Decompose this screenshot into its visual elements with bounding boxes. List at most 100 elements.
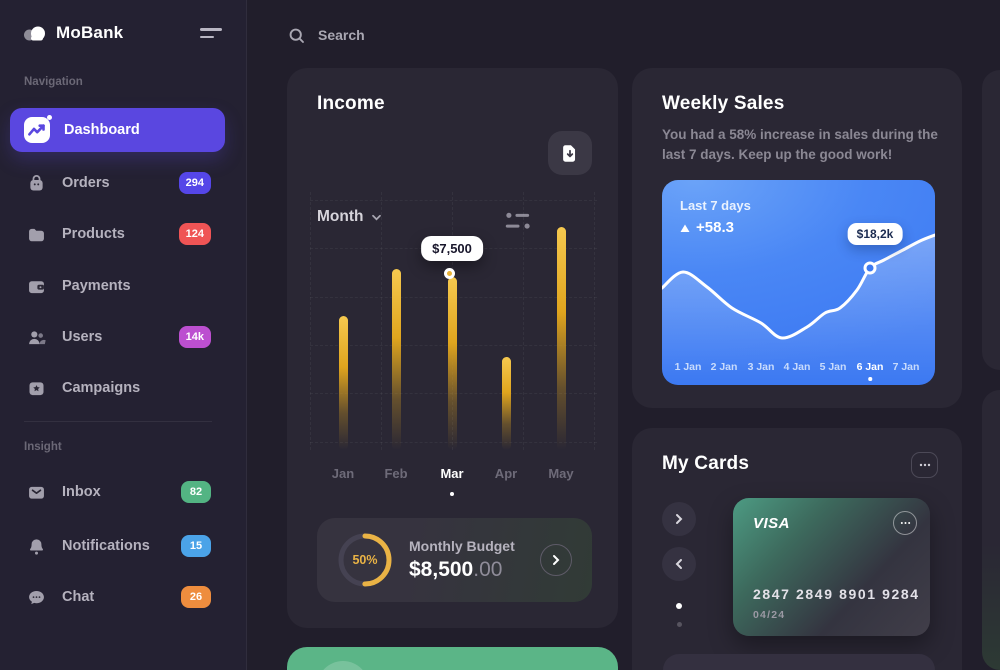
chevron-left-icon — [675, 559, 682, 569]
chart-options-icon[interactable] — [503, 210, 533, 232]
day-label-2-jan[interactable]: 2 Jan — [710, 361, 738, 373]
month-label-mar[interactable]: Mar — [440, 466, 464, 481]
next-card-button[interactable] — [662, 502, 696, 536]
monthly-budget-panel: 50% Monthly Budget $8,500.00 — [317, 518, 592, 602]
sidebar-item-chat[interactable]: Chat 26 — [10, 575, 225, 619]
income-bar-mar[interactable] — [447, 277, 457, 450]
sidebar-item-label: Notifications — [62, 538, 150, 554]
count-badge: 124 — [178, 223, 211, 245]
sidebar-item-campaigns[interactable]: Campaigns — [10, 366, 225, 410]
period-value: Month — [317, 208, 364, 225]
sidebar-item-label: Chat — [62, 589, 95, 605]
peek-card — [982, 70, 1000, 370]
sidebar-section-label: Navigation — [24, 76, 83, 88]
chevron-down-icon — [372, 214, 382, 220]
bag-icon — [24, 171, 48, 195]
carousel-dot-active[interactable] — [676, 603, 682, 609]
ellipsis-icon — [919, 463, 930, 467]
sidebar-item-inbox[interactable]: Inbox 82 — [10, 470, 225, 514]
bar-tooltip: $7,500 — [421, 236, 483, 261]
sidebar-item-label: Orders — [62, 175, 110, 191]
budget-amount: $8,500.00 — [409, 558, 503, 581]
income-card: Income Month $7,500 Jan Feb Mar Apr May — [287, 68, 618, 628]
month-label-may[interactable]: May — [548, 466, 574, 481]
day-label-1-jan[interactable]: 1 Jan — [674, 361, 702, 373]
budget-label: Monthly Budget — [409, 538, 515, 554]
wallet-icon — [24, 274, 48, 298]
period-dropdown[interactable]: Month — [317, 208, 382, 226]
sidebar-item-label: Campaigns — [62, 380, 141, 396]
income-bar-may[interactable] — [556, 227, 566, 450]
menu-icon[interactable] — [200, 25, 224, 41]
users-icon — [24, 325, 48, 349]
prev-card-button[interactable] — [662, 547, 696, 581]
count-badge: 26 — [181, 586, 211, 608]
sidebar-item-label: Dashboard — [64, 122, 140, 138]
sidebar-item-users[interactable]: Users 14k — [10, 315, 225, 359]
budget-details-button[interactable] — [540, 544, 572, 576]
campaigns-icon — [24, 376, 48, 400]
download-doc-icon — [563, 145, 576, 162]
folder-icon — [24, 222, 48, 246]
month-label-feb[interactable]: Feb — [384, 466, 408, 481]
weekly-sales-card: Weekly Sales You had a 58% increase in s… — [632, 68, 962, 408]
my-cards-card: My Cards VISA 2847 2849 8901 9284 04/24 — [632, 428, 962, 670]
sidebar-item-payments[interactable]: Payments — [10, 264, 225, 308]
line-marker — [863, 261, 877, 275]
weekly-sales-subtitle: You had a 58% increase in sales during t… — [662, 127, 938, 162]
day-label-4-jan[interactable]: 4 Jan — [783, 361, 811, 373]
count-badge: 294 — [178, 172, 211, 194]
carousel-dot[interactable] — [676, 622, 682, 627]
bottom-green-card — [287, 647, 618, 670]
search-input[interactable]: Search — [287, 20, 587, 50]
count-badge: 15 — [181, 535, 211, 557]
brand-name: MoBank — [56, 23, 124, 42]
income-bar-apr[interactable] — [501, 357, 511, 450]
weekly-sales-title: Weekly Sales — [662, 93, 785, 114]
sidebar-item-orders[interactable]: Orders 294 — [10, 161, 225, 205]
panel-delta: +58.3 — [680, 219, 734, 236]
month-label-apr[interactable]: Apr — [494, 466, 518, 481]
active-month-dot — [450, 492, 454, 496]
peek-card — [982, 390, 1000, 670]
sidebar-item-notifications[interactable]: Notifications 15 — [10, 524, 225, 568]
download-report-button[interactable] — [548, 131, 592, 175]
day-label-6-jan[interactable]: 6 Jan — [856, 361, 884, 373]
active-day-dot — [868, 377, 872, 381]
day-label-5-jan[interactable]: 5 Jan — [819, 361, 847, 373]
day-label-7-jan[interactable]: 7 Jan — [892, 361, 920, 373]
month-label-jan[interactable]: Jan — [331, 466, 355, 481]
panel-range-label: Last 7 days — [680, 198, 751, 213]
sidebar-item-label: Products — [62, 226, 125, 242]
line-tooltip: $18,2k — [847, 223, 903, 245]
weekly-line-chart: Last 7 days +58.3 $18,2k 1 Jan 2 Jan 3 Jan… — [662, 180, 935, 385]
triangle-up-icon — [680, 224, 690, 232]
chevron-right-icon — [553, 555, 560, 565]
bell-icon — [24, 534, 48, 558]
search-placeholder: Search — [318, 27, 365, 43]
day-label-3-jan[interactable]: 3 Jan — [747, 361, 775, 373]
budget-donut: 50% — [337, 532, 393, 588]
sidebar-item-label: Inbox — [62, 484, 101, 500]
budget-percent: 50% — [352, 553, 378, 567]
month-axis: Jan Feb Mar Apr May — [310, 466, 597, 506]
income-bar-chart: $7,500 — [310, 192, 597, 450]
ellipsis-icon — [900, 521, 910, 525]
sidebar-divider — [24, 421, 212, 422]
count-badge: 82 — [181, 481, 211, 503]
credit-card[interactable]: VISA 2847 2849 8901 9284 04/24 — [733, 498, 930, 636]
visa-logo: VISA — [753, 515, 791, 532]
my-cards-menu-button[interactable] — [911, 452, 938, 478]
logo-row: MoBank — [22, 18, 224, 48]
income-bar-jan[interactable] — [338, 316, 348, 450]
income-bar-feb[interactable] — [391, 269, 401, 450]
card-number: 2847 2849 8901 9284 — [753, 586, 920, 602]
sidebar-section-label: Insight — [24, 441, 62, 453]
income-title: Income — [317, 93, 385, 114]
sidebar-item-products[interactable]: Products 124 — [10, 212, 225, 256]
card-menu-button[interactable] — [893, 511, 917, 535]
sidebar-item-dashboard[interactable]: Dashboard — [10, 108, 225, 152]
bar-highlight-marker — [443, 268, 455, 279]
inbox-icon — [24, 480, 48, 504]
